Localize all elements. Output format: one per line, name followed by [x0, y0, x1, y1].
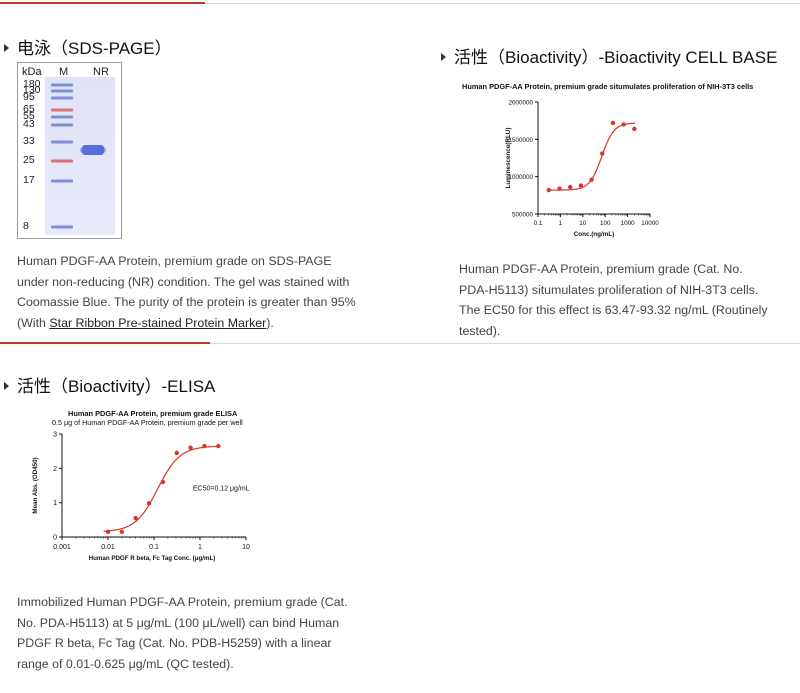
gel-marker-band	[51, 83, 73, 87]
bullet-triangle-icon	[441, 52, 446, 61]
ec50-annotation: EC50=0.12 μg/mL	[193, 486, 250, 493]
gel-marker-band	[51, 179, 73, 183]
middle-divider-accent	[0, 342, 210, 344]
data-point	[146, 501, 152, 506]
y-tick-label: 2000000	[508, 100, 533, 107]
x-tick-label: 10000	[641, 220, 659, 227]
gel-lanes-svg	[45, 77, 115, 235]
gel-marker-band	[51, 89, 73, 93]
elisa-chart-subtitle: 0.5 μg of Human PDGF-AA Protein, premium…	[52, 418, 243, 427]
x-tick-label: 0.01	[101, 544, 115, 551]
sds-desc-tail: ).	[266, 315, 274, 330]
cell-bioactivity-chart: 0.1 1 10 100 1000 10000 500000 1000000 1500000 20…	[505, 100, 659, 239]
sds-page-section-title: 电泳（SDS-PAGE）	[4, 34, 172, 59]
data-point	[632, 126, 637, 132]
elisa-title-text: 活性（Bioactivity）-ELISA	[17, 377, 216, 396]
x-tick-label: 100	[600, 220, 611, 227]
data-point	[568, 184, 573, 190]
y-axis-label: Mean Abs. (OD450)	[32, 457, 39, 513]
y-tick-label: 0	[53, 535, 57, 542]
protein-marker-link[interactable]: Star Ribbon Pre-stained Protein Marker	[49, 315, 267, 330]
gel-lane-m-label: M	[59, 66, 69, 78]
y-tick-label: 1000000	[508, 174, 533, 181]
sds-page-gel-image: kDa M NR 180 130 95 65 55 43 33 25 17 8	[17, 62, 122, 239]
top-divider-accent	[0, 2, 205, 4]
x-tick-label: 1000	[621, 220, 636, 227]
sds-desc-text: Human PDGF-AA Protein, premium grade on …	[17, 254, 356, 330]
y-tick-label: 1	[53, 500, 57, 507]
y-tick-label: 3	[53, 432, 57, 439]
x-tick-label: 0.001	[53, 544, 71, 551]
y-tick-label: 500000	[512, 212, 534, 219]
bullet-triangle-icon	[4, 43, 9, 52]
cell-chart-title: Human PDGF-AA Protein, premium grade sit…	[462, 82, 754, 91]
gel-marker-label: 33	[23, 135, 35, 147]
x-tick-label: 0.1	[149, 544, 159, 551]
elisa-chart: 0.001 0.01 0.1 1 10 0 1 2 3 Human PDGF R beta, Fc…	[32, 432, 250, 563]
y-axis-label: Luminescence(RLU)	[505, 128, 512, 189]
gel-kda-label: kDa	[22, 66, 42, 78]
gel-marker-band	[51, 96, 73, 100]
elisa-chart-title: Human PDGF-AA Protein, premium grade ELI…	[68, 409, 238, 418]
gel-lane-nr-label: NR	[93, 66, 109, 78]
gel-marker-band	[51, 225, 73, 229]
x-tick-label: 10	[579, 220, 587, 227]
gel-marker-label: 55	[23, 110, 35, 122]
x-tick-label: 0.1	[534, 220, 543, 227]
x-tick-label: 1	[559, 220, 563, 227]
y-tick-label: 1500000	[508, 137, 533, 144]
x-tick-label: 10	[242, 544, 250, 551]
data-point	[557, 186, 562, 191]
cell-base-section-title: 活性（Bioactivity）-Bioactivity CELL BASE	[441, 43, 777, 68]
x-axis-label: Conc.(ng/mL)	[574, 231, 615, 238]
gel-marker-band	[51, 140, 73, 144]
x-tick-label: 1	[198, 544, 202, 551]
top-divider	[0, 2, 800, 4]
sds-page-description: Human PDGF-AA Protein, premium grade on …	[17, 251, 362, 333]
data-point	[589, 177, 594, 182]
data-point	[160, 479, 166, 485]
gel-marker-band	[51, 108, 73, 112]
data-point	[610, 120, 616, 126]
sds-page-title-text: 电泳（SDS-PAGE）	[17, 39, 172, 58]
gel-marker-label: 17	[23, 174, 35, 186]
x-axis-label: Human PDGF R beta, Fc Tag Conc. (μg/mL)	[89, 555, 216, 562]
gel-marker-label: 95	[23, 91, 35, 103]
data-point	[216, 443, 221, 449]
gel-marker-band	[51, 159, 73, 163]
gel-marker-band	[51, 123, 73, 127]
elisa-section-title: 活性（Bioactivity）-ELISA	[4, 372, 215, 397]
bullet-triangle-icon	[4, 381, 9, 390]
data-point	[174, 450, 179, 456]
gel-marker-label: 130	[23, 84, 41, 96]
y-tick-label: 2	[53, 466, 57, 473]
data-point	[600, 151, 605, 156]
data-point	[119, 529, 125, 535]
gel-marker-label: 25	[23, 154, 35, 166]
data-point	[133, 515, 138, 521]
gel-marker-label: 8	[23, 220, 29, 232]
data-point	[202, 443, 207, 449]
data-point	[105, 529, 111, 535]
cell-base-description: Human PDGF-AA Protein, premium grade (Ca…	[459, 262, 768, 338]
data-point	[188, 445, 193, 450]
elisa-description: Immobilized Human PDGF-AA Protein, premi…	[17, 595, 348, 671]
data-point	[546, 187, 552, 193]
gel-marker-band	[51, 115, 73, 119]
middle-divider	[0, 342, 800, 344]
gel-marker-label: 43	[23, 118, 35, 130]
data-point	[578, 183, 584, 188]
cell-base-title-text: 活性（Bioactivity）-Bioactivity CELL BASE	[454, 48, 778, 67]
gel-marker-label: 65	[23, 103, 35, 115]
gel-marker-label: 180	[23, 78, 41, 90]
data-point	[621, 122, 626, 127]
